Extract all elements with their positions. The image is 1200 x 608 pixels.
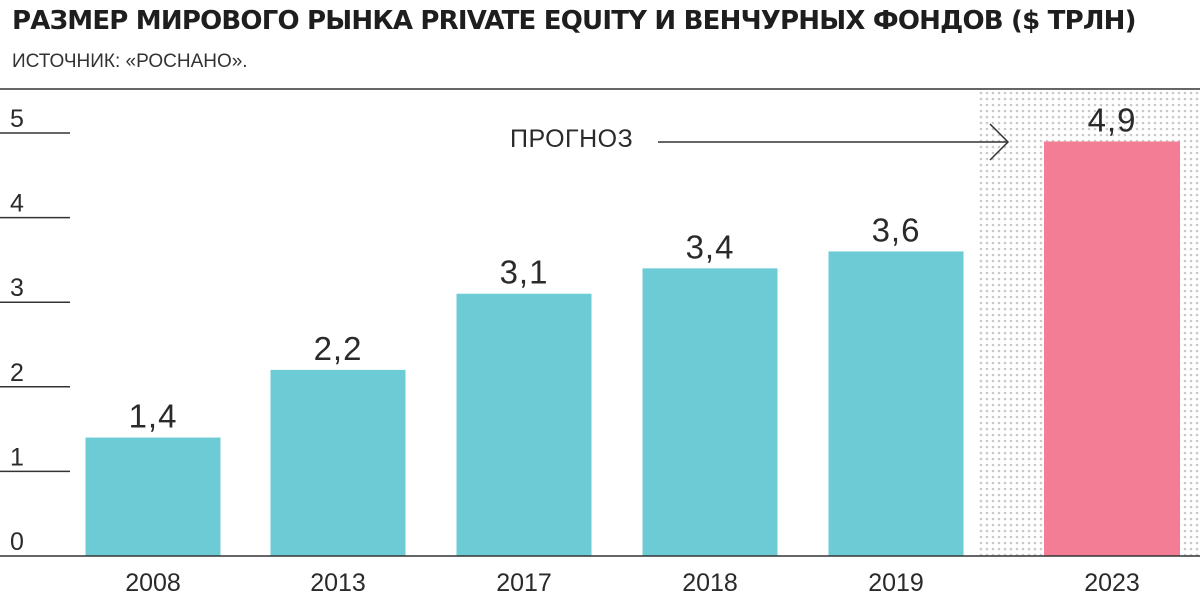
forecast-annotation: ПРОГНОЗ	[510, 125, 633, 153]
y-tick-label: 3	[10, 274, 24, 302]
y-tick-label: 0	[10, 528, 24, 556]
data-label: 2,2	[314, 330, 363, 367]
y-tick-label: 2	[10, 359, 24, 387]
bar	[828, 251, 964, 556]
x-tick-label: 2008	[125, 569, 181, 597]
x-tick-label: 2019	[868, 569, 924, 597]
forecast-arrow-head	[989, 123, 1010, 161]
x-tick-label: 2023	[1084, 569, 1140, 597]
chart-source: ИСТОЧНИК: «РОСНАНО».	[12, 51, 248, 72]
bar-forecast	[1044, 141, 1180, 556]
data-label: 3,6	[872, 211, 921, 248]
y-tick-label: 4	[10, 190, 24, 218]
data-label: 3,4	[686, 228, 735, 265]
chart-title: РАЗМЕР МИРОВОГО РЫНКА PRIVATE EQUITY И В…	[12, 6, 1137, 36]
data-label: 4,9	[1088, 101, 1137, 138]
bar	[642, 268, 778, 556]
x-tick-label: 2018	[682, 569, 738, 597]
x-tick-label: 2013	[310, 569, 366, 597]
y-tick-label: 1	[10, 443, 24, 471]
data-label: 1,4	[129, 398, 178, 435]
bar	[85, 437, 221, 556]
bar	[270, 369, 406, 556]
data-label: 3,1	[500, 254, 549, 291]
bar	[456, 293, 592, 556]
x-tick-label: 2017	[496, 569, 552, 597]
y-tick-label: 5	[10, 105, 24, 133]
